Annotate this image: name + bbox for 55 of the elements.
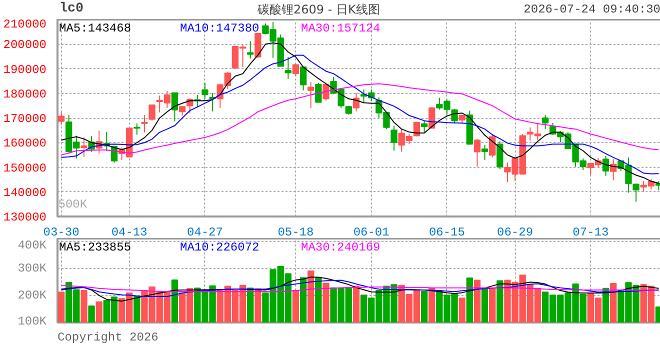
candlestick (489, 134, 496, 158)
candlestick (58, 112, 65, 126)
candlestick (481, 144, 488, 160)
y-tick-label: 200K (18, 288, 48, 302)
candlestick (171, 92, 178, 122)
annotation: 500K (58, 198, 88, 212)
y-tick-label: 170000 (3, 112, 47, 126)
text: MA5:143468 (59, 22, 132, 36)
candlestick (141, 114, 148, 133)
candlestick (80, 136, 88, 158)
text: Copyright 2026 (58, 330, 158, 344)
candlestick (300, 66, 307, 91)
candlestick (148, 104, 156, 122)
y-tick-label: 200000 (3, 38, 47, 52)
candlestick (542, 114, 549, 130)
y-tick-label: 300K (18, 261, 48, 276)
x-tick-label: 07-13 (572, 226, 609, 240)
text: MA5:233855 (59, 240, 132, 254)
x-tick-label: 06-29 (497, 226, 534, 240)
text: MA30:240169 (301, 240, 380, 254)
text: MA30:157124 (301, 22, 380, 36)
candlestick (420, 120, 428, 133)
y-tick-label: 130000 (3, 210, 47, 224)
candlestick (390, 125, 398, 152)
text: 2026-07-24 09:40:30 (524, 2, 660, 16)
y-tick-label: 400K (18, 238, 48, 252)
chart-subtitle: lc0 (60, 2, 84, 16)
y-tick-label: 180000 (3, 87, 47, 102)
chart-title: 碳酸锂2609 - 日K线图 (256, 2, 380, 16)
text: MA10:226072 (180, 240, 260, 254)
y-tick-label: 100K (18, 314, 48, 328)
x-tick-label: 03-30 (43, 226, 80, 240)
text: MA10:147380 (180, 22, 260, 36)
x-tick-label: 05-18 (278, 226, 314, 240)
candlestick (322, 82, 330, 102)
candlestick (308, 82, 314, 108)
candlestick (134, 122, 140, 136)
y-tick-label: 150000 (3, 161, 47, 176)
candlestick (602, 155, 610, 176)
x-tick-label: 06-15 (428, 226, 465, 240)
x-tick-label: 04-27 (186, 226, 223, 240)
y-tick-label: 160000 (3, 136, 47, 151)
y-tick-label: 190000 (3, 62, 47, 77)
candlestick (178, 106, 186, 116)
candlestick (474, 138, 481, 168)
x-tick-label: 06-01 (353, 226, 390, 240)
candlestick (315, 82, 322, 103)
candlestick (292, 64, 300, 77)
candlestick (284, 56, 292, 80)
y-tick-label: 210000 (3, 18, 47, 32)
candlestick (202, 82, 208, 100)
x-tick-label: 04-13 (111, 226, 148, 240)
y-tick-label: 140000 (3, 186, 47, 200)
candlestick (247, 40, 254, 60)
candlestick (496, 140, 504, 170)
